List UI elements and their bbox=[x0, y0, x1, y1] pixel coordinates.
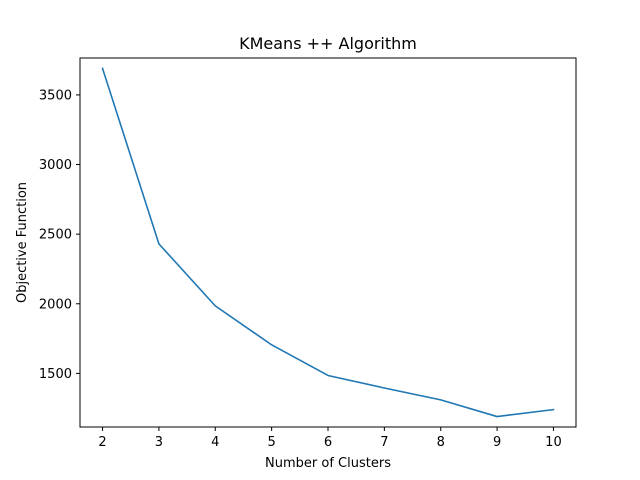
x-tick-label: 6 bbox=[324, 435, 332, 450]
y-tick-label: 1500 bbox=[39, 367, 72, 382]
y-axis-label: Objective Function bbox=[15, 182, 30, 303]
x-tick-label: 7 bbox=[380, 435, 388, 450]
chart-title: KMeans ++ Algorithm bbox=[239, 34, 417, 53]
plot-area bbox=[79, 57, 577, 428]
y-tick-label: 3500 bbox=[39, 88, 72, 103]
x-tick-label: 9 bbox=[493, 435, 501, 450]
y-axis: 1500 2000 2500 3000 3500 bbox=[39, 88, 80, 382]
x-tick-label: 3 bbox=[155, 435, 163, 450]
x-axis: 2 3 4 5 6 7 8 9 10 bbox=[98, 427, 562, 450]
x-tick-label: 10 bbox=[545, 435, 562, 450]
series-layer bbox=[101, 67, 555, 418]
x-tick-label: 5 bbox=[267, 435, 275, 450]
y-tick-label: 2500 bbox=[39, 228, 72, 243]
y-tick-label: 2000 bbox=[39, 297, 72, 312]
x-axis-label: Number of Clusters bbox=[265, 456, 391, 471]
x-tick-label: 8 bbox=[437, 435, 445, 450]
x-tick-label: 4 bbox=[211, 435, 219, 450]
x-tick-label: 2 bbox=[98, 435, 106, 450]
y-tick-label: 3000 bbox=[39, 158, 72, 173]
series-line bbox=[101, 67, 555, 418]
